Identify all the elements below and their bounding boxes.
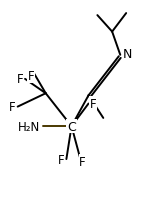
Text: C: C <box>67 120 76 133</box>
Text: N: N <box>122 48 132 61</box>
Text: F: F <box>79 155 86 168</box>
Text: H₂N: H₂N <box>18 120 41 133</box>
Text: F: F <box>17 72 24 85</box>
Text: F: F <box>28 70 34 83</box>
Text: F: F <box>58 153 64 166</box>
Text: F: F <box>9 101 15 114</box>
Text: F: F <box>90 98 96 110</box>
